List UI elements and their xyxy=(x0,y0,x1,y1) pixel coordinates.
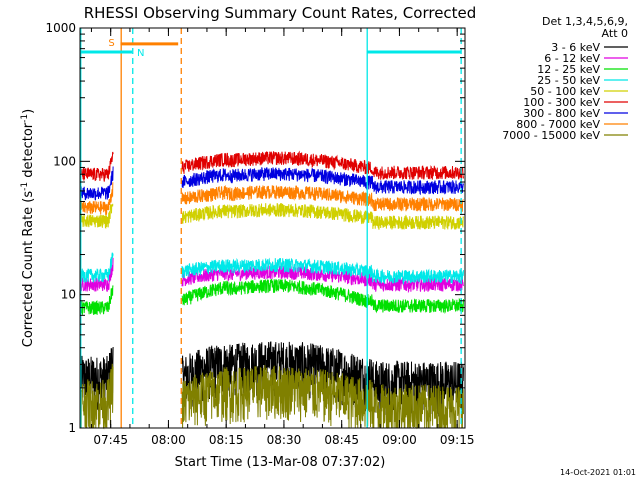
y-axis-label-end: ) xyxy=(21,109,36,114)
night-bar-label-0: N xyxy=(137,48,144,59)
legend-label-6: 300 - 800 keV xyxy=(523,107,600,120)
x-axis-label: Start Time (13-Mar-08 07:37:02) xyxy=(175,455,386,470)
plot-frame xyxy=(79,27,466,429)
x-tick-label-4: 08:45 xyxy=(324,433,359,447)
series-line-6-segment-0 xyxy=(80,166,114,201)
series-5 xyxy=(80,150,464,182)
series-line-6-segment-1 xyxy=(181,166,464,196)
series-3 xyxy=(80,252,464,286)
y-tick-label-2: 100 xyxy=(53,154,76,168)
saa-bar-label: S xyxy=(108,38,114,49)
legend-label-7: 800 - 7000 keV xyxy=(516,118,600,131)
series-line-2-segment-0 xyxy=(80,285,114,316)
series-2 xyxy=(80,278,464,316)
x-tick-label-6: 09:15 xyxy=(440,433,475,447)
y-tick-label-0: 1 xyxy=(68,421,76,435)
y-axis-label-main: Corrected Count Rate (s xyxy=(21,191,36,348)
series-line-7-segment-1 xyxy=(181,184,464,213)
series-line-2-segment-1 xyxy=(181,278,464,314)
series-8 xyxy=(80,363,464,430)
x-axis: 07:45 08:00 08:15 08:30 08:45 09:00 09:15 xyxy=(90,28,475,447)
series-line-5-segment-1 xyxy=(181,150,464,181)
series-line-3-segment-1 xyxy=(181,257,464,286)
plot-area: SN xyxy=(79,27,466,430)
y-axis-label-sup2: -1 xyxy=(20,114,30,123)
legend-label-3: 25 - 50 keV xyxy=(537,74,600,87)
series-4 xyxy=(80,203,464,230)
legend-label-1: 6 - 12 keV xyxy=(544,52,600,65)
series-line-8-segment-1 xyxy=(181,365,464,430)
y-tick-label-1: 10 xyxy=(61,288,76,302)
x-tick-label-1: 08:00 xyxy=(151,433,186,447)
series-7 xyxy=(80,182,464,215)
legend-header-line2: Att 0 xyxy=(602,27,628,40)
chart-title: RHESSI Observing Summary Count Rates, Co… xyxy=(84,4,477,22)
series-line-4-segment-1 xyxy=(181,203,464,230)
series-6 xyxy=(80,166,464,201)
x-tick-label-5: 09:00 xyxy=(382,433,417,447)
x-tick-label-3: 08:30 xyxy=(267,433,302,447)
y-axis: 1 10 100 1000 xyxy=(45,21,465,435)
x-tick-label-0: 07:45 xyxy=(93,433,128,447)
y-tick-label-3: 1000 xyxy=(45,21,76,35)
y-axis-label-mid: detector xyxy=(21,122,36,182)
legend-label-0: 3 - 6 keV xyxy=(551,41,600,54)
y-axis-label-sup1: -1 xyxy=(20,182,30,191)
legend-label-8: 7000 - 15000 keV xyxy=(502,129,600,142)
series-line-8-segment-0 xyxy=(80,363,114,430)
legend-label-5: 100 - 300 keV xyxy=(523,96,600,109)
legend-label-2: 12 - 25 keV xyxy=(537,63,600,76)
series-line-7-segment-0 xyxy=(80,182,114,215)
x-tick-label-2: 08:15 xyxy=(209,433,244,447)
series-line-3-segment-0 xyxy=(80,252,114,283)
y-axis-label: Corrected Count Rate (s-1 detector-1) xyxy=(20,109,36,347)
series-line-4-segment-0 xyxy=(80,203,114,229)
series-line-5-segment-0 xyxy=(80,151,114,182)
footer-timestamp: 14-Oct-2021 01:01 xyxy=(560,468,636,477)
legend-header-line1: Det 1,3,4,5,6,9, xyxy=(542,15,628,28)
series-line-1-segment-1 xyxy=(181,265,464,294)
legend-label-4: 50 - 100 keV xyxy=(530,85,600,98)
